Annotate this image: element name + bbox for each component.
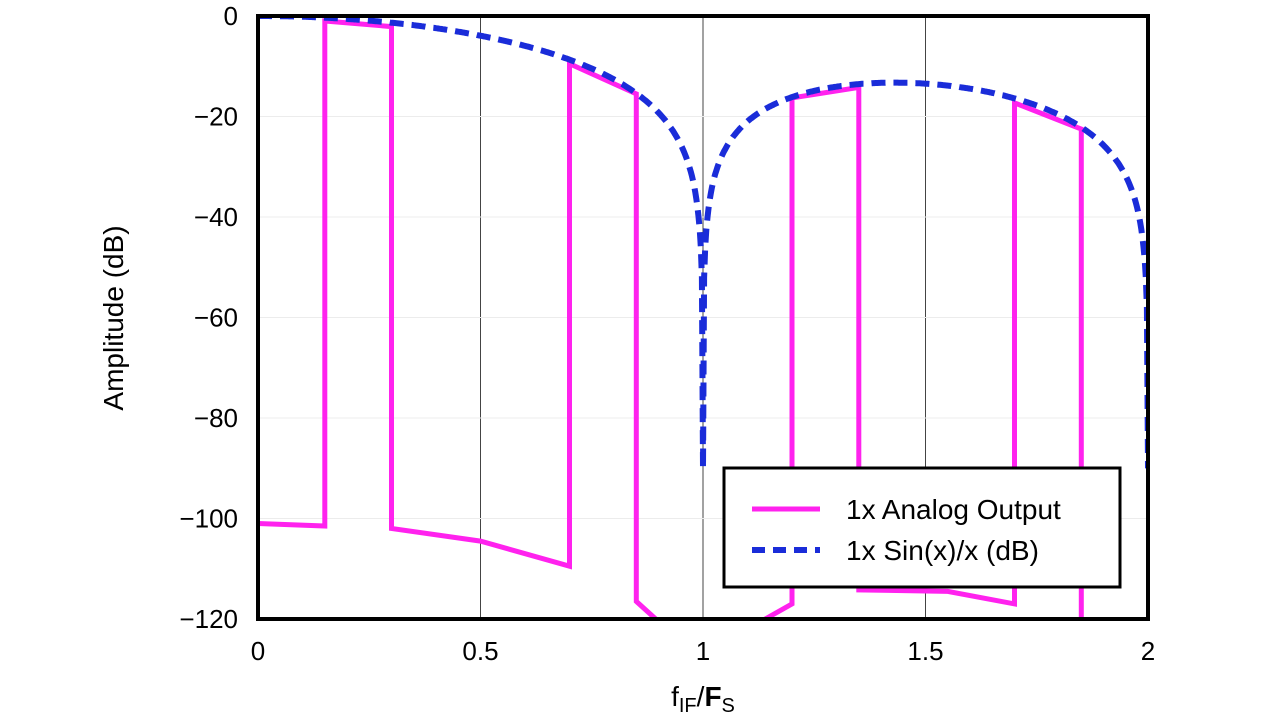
- x-axis-title-slash: /: [697, 681, 705, 712]
- legend-box: [722, 466, 1122, 589]
- x-tick-label: 0: [251, 636, 265, 666]
- x-tick-label: 2: [1141, 636, 1155, 666]
- x-axis-title-sub-s: S: [722, 695, 735, 717]
- y-tick-label: −40: [194, 202, 238, 232]
- x-tick-label: 0.5: [462, 636, 498, 666]
- y-axis-title: Amplitude (dB): [98, 225, 129, 410]
- x-axis-title-sub-if: IF: [679, 695, 697, 717]
- y-tick-label: 0: [224, 1, 238, 31]
- legend-label-sinc: 1x Sin(x)/x (dB): [846, 535, 1039, 566]
- series-layer: [258, 16, 1148, 619]
- x-tick-label: 1: [696, 636, 710, 666]
- y-tick-label: −60: [194, 303, 238, 333]
- legend: 1x Analog Output 1x Sin(x)/x (dB): [722, 466, 1122, 589]
- x-axis-title-f: f: [671, 681, 679, 712]
- series-analog-output-line: [258, 18, 660, 619]
- y-tick-label: −80: [194, 403, 238, 433]
- tick-labels: 0 0.5 1 1.5 2 0 −20 −40 −60 −80 −100 −120: [179, 1, 1155, 666]
- series-analog-output-line: [760, 84, 1084, 619]
- y-tick-label: −120: [179, 604, 238, 634]
- legend-label-analog-output: 1x Analog Output: [846, 494, 1061, 525]
- plot-frame: [256, 14, 1150, 621]
- x-axis-title: fIF/FS: [671, 681, 735, 717]
- y-tick-label: −20: [194, 102, 238, 132]
- x-axis-title-F: F: [704, 681, 721, 712]
- x-tick-label: 1.5: [907, 636, 943, 666]
- y-tick-label: −100: [179, 504, 238, 534]
